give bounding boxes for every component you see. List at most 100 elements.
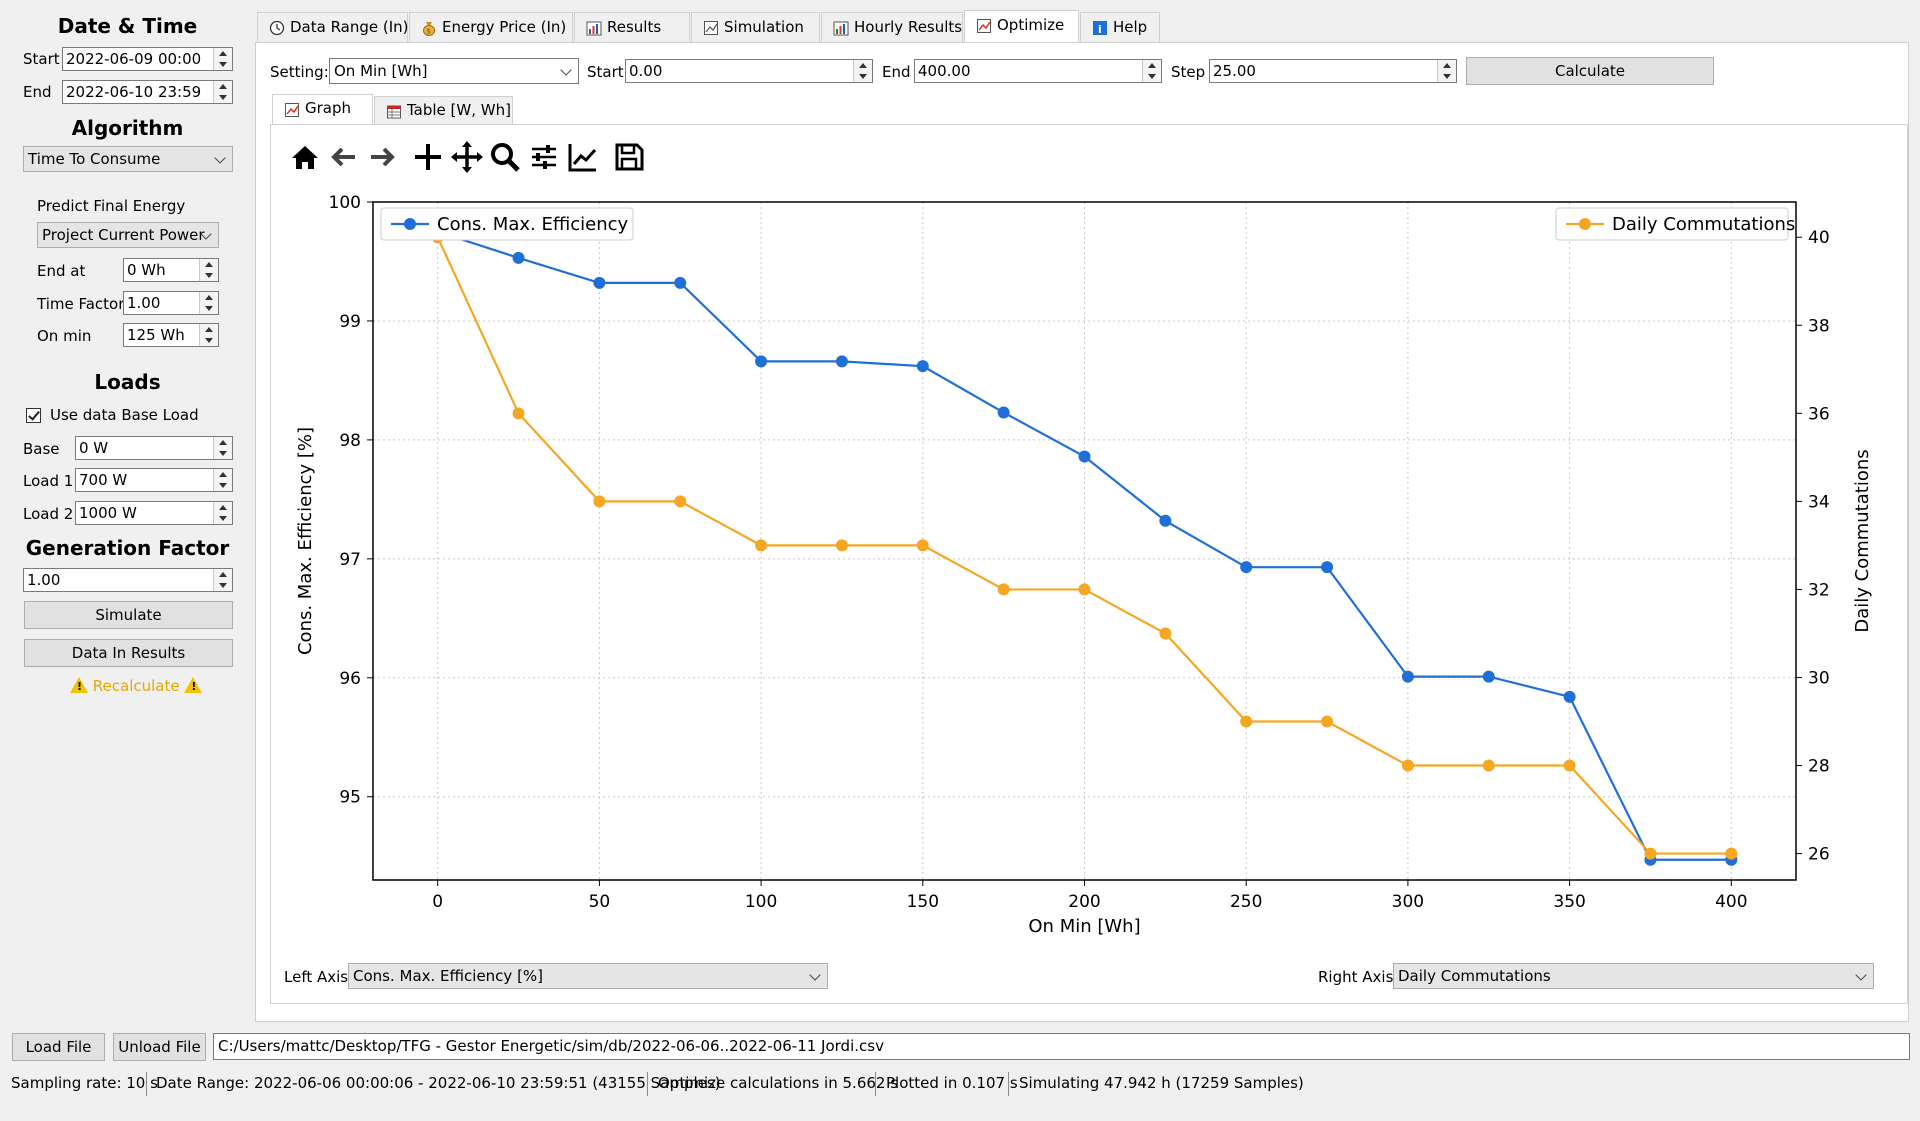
- on-min-input[interactable]: 125 Wh: [123, 323, 219, 347]
- subtab-label: Table [W, Wh]: [407, 101, 511, 119]
- save-icon[interactable]: [612, 140, 646, 174]
- calculate-button[interactable]: Calculate: [1466, 57, 1714, 85]
- load-file-button[interactable]: Load File: [12, 1033, 105, 1061]
- load2-input[interactable]: 1000 W: [75, 501, 233, 525]
- spin-arrows-icon[interactable]: [1142, 60, 1161, 82]
- recalculate-label: Recalculate: [92, 677, 180, 695]
- zoom-icon[interactable]: [488, 140, 522, 174]
- step-input[interactable]: 25.00: [1209, 59, 1457, 83]
- plus-icon[interactable]: [411, 140, 445, 174]
- start-range-input[interactable]: 0.00: [625, 59, 873, 83]
- sliders-icon[interactable]: [527, 140, 561, 174]
- load1-input[interactable]: 700 W: [75, 468, 233, 492]
- spin-arrows-icon[interactable]: [1437, 60, 1456, 82]
- y2-tick-label: 26: [1808, 845, 1830, 865]
- info-icon: i: [1093, 21, 1107, 36]
- base-label: Base: [23, 440, 60, 458]
- tab-optimize[interactable]: Optimize: [964, 10, 1079, 43]
- pan-icon[interactable]: [450, 140, 484, 174]
- spin-arrows-icon[interactable]: [213, 48, 232, 70]
- status-date-range: Date Range: 2022-06-06 00:00:06 - 2022-0…: [156, 1074, 721, 1092]
- axis-edit-icon[interactable]: [566, 140, 600, 174]
- x-tick-label: 300: [1392, 892, 1424, 912]
- back-icon[interactable]: [327, 140, 361, 174]
- left-axis-select[interactable]: Cons. Max. Efficiency [%]: [348, 963, 828, 989]
- data-point: [916, 360, 929, 373]
- algorithm-select-value: Time To Consume: [28, 150, 161, 168]
- tab-simulation[interactable]: Simulation: [691, 12, 820, 42]
- left-axis-label: Left Axis: [284, 968, 349, 986]
- graph-area: [270, 124, 1908, 1004]
- tab-data-range[interactable]: Data Range (In): [257, 12, 409, 42]
- data-point: [1321, 561, 1334, 574]
- spin-arrows-icon[interactable]: [853, 60, 872, 82]
- generation-factor-input[interactable]: 1.00: [23, 568, 233, 592]
- spin-arrows-icon[interactable]: [199, 324, 218, 346]
- tab-energy-price[interactable]: $ Energy Price (In): [409, 12, 573, 42]
- base-load-input[interactable]: 0 W: [75, 436, 233, 460]
- unload-file-button[interactable]: Unload File: [113, 1033, 206, 1061]
- end-range-input[interactable]: 400.00: [914, 59, 1162, 83]
- right-axis-select[interactable]: Daily Commutations: [1393, 963, 1874, 989]
- spin-arrows-icon[interactable]: [213, 569, 232, 591]
- setting-label: Setting:: [270, 63, 329, 81]
- forward-icon[interactable]: [365, 140, 399, 174]
- data-point: [835, 539, 848, 552]
- tab-hourly-results[interactable]: Hourly Results: [821, 12, 963, 42]
- file-path-field[interactable]: C:/Users/mattc/Desktop/TFG - Gestor Ener…: [213, 1033, 1910, 1060]
- tab-results[interactable]: Results: [574, 12, 690, 42]
- warning-icon: !: [70, 677, 88, 693]
- algorithm-select[interactable]: Time To Consume: [23, 146, 233, 172]
- spin-arrows-icon[interactable]: [199, 292, 218, 314]
- x-tick-label: 0: [432, 892, 443, 912]
- y-tick-label: 96: [339, 669, 361, 689]
- chevron-down-icon: [809, 969, 821, 981]
- data-point: [1563, 690, 1576, 703]
- subtab-table[interactable]: Table [W, Wh]: [374, 96, 513, 124]
- data-point: [1078, 450, 1091, 463]
- y2-tick-label: 40: [1808, 228, 1830, 248]
- data-point: [835, 355, 848, 368]
- data-point: [1563, 759, 1576, 772]
- home-icon[interactable]: [288, 140, 322, 174]
- x-tick-label: 150: [907, 892, 939, 912]
- spin-arrows-icon[interactable]: [213, 81, 232, 103]
- spin-arrows-icon[interactable]: [199, 259, 218, 281]
- tab-help[interactable]: i Help: [1080, 12, 1160, 42]
- legend-efficiency-box: [380, 207, 634, 241]
- status-simulating: Simulating 47.942 h (17259 Samples): [1019, 1074, 1304, 1092]
- predict-select[interactable]: Project Current Power: [37, 222, 219, 248]
- time-factor-input[interactable]: 1.00: [123, 291, 219, 315]
- use-base-load-checkbox[interactable]: [26, 408, 41, 423]
- data-point: [755, 539, 768, 552]
- y2-tick-label: 36: [1808, 404, 1830, 424]
- subtab-graph[interactable]: Graph: [272, 94, 373, 125]
- start-datetime-input[interactable]: 2022-06-09 00:00: [62, 47, 233, 71]
- setting-select[interactable]: On Min [Wh]: [329, 58, 579, 84]
- end-datetime-input[interactable]: 2022-06-10 23:59: [62, 80, 233, 104]
- data-point: [1482, 670, 1495, 683]
- data-point: [997, 583, 1010, 596]
- data-point: [674, 495, 687, 508]
- data-point: [1240, 561, 1253, 574]
- status-separator: [875, 1072, 876, 1096]
- algorithm-title: Algorithm: [71, 116, 184, 140]
- data-point: [1240, 715, 1253, 728]
- tab-label: Help: [1113, 18, 1148, 36]
- end-range-value: 400.00: [918, 62, 971, 80]
- x-tick-label: 250: [1230, 892, 1262, 912]
- money-bag-icon: $: [423, 22, 435, 36]
- spin-arrows-icon[interactable]: [213, 469, 232, 491]
- data-point: [1482, 759, 1495, 772]
- simulate-button[interactable]: Simulate: [24, 601, 233, 629]
- bar-chart-icon: [586, 21, 602, 36]
- spin-arrows-icon[interactable]: [213, 502, 232, 524]
- data-point: [1159, 627, 1172, 640]
- use-base-load-label: Use data Base Load: [50, 406, 199, 424]
- spin-arrows-icon[interactable]: [213, 437, 232, 459]
- end-at-input[interactable]: 0 Wh: [123, 258, 219, 282]
- chart-icon: [704, 21, 718, 35]
- x-tick-label: 50: [589, 892, 611, 912]
- start-datetime-value: 2022-06-09 00:00: [66, 50, 202, 68]
- data-in-results-button[interactable]: Data In Results: [24, 639, 233, 667]
